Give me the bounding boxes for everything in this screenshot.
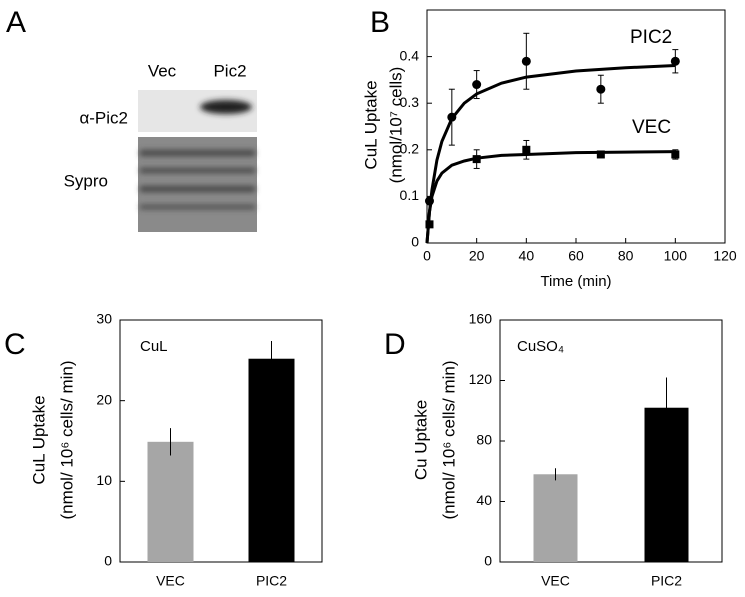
- panel-letter: C: [4, 328, 26, 361]
- x-tick-label: 80: [618, 248, 634, 264]
- y-tick-label: 20: [96, 391, 112, 407]
- point: [472, 80, 482, 90]
- point: [670, 56, 680, 66]
- y-tick-label: 10: [96, 472, 112, 488]
- y-axis-label: (nmol/ 10⁶ cells/ min): [439, 360, 458, 519]
- x-tick-label: 40: [519, 248, 535, 264]
- x-tick-label: 100: [664, 248, 688, 264]
- bar: [248, 358, 295, 562]
- x-tick-label: 120: [713, 248, 737, 264]
- y-axis-label: (nmol/10⁷ cells): [386, 67, 405, 184]
- bar: [533, 474, 578, 562]
- fit-curve: [425, 150, 676, 244]
- point: [671, 150, 680, 159]
- y-tick-label: 120: [469, 371, 493, 387]
- y-tick-label: 80: [476, 432, 492, 448]
- y-axis-label: (nmol/ 10⁶ cells/ min): [57, 360, 76, 519]
- x-tick-label: VEC: [156, 573, 185, 589]
- y-tick-label: 0.1: [400, 187, 420, 203]
- x-tick-label: VEC: [541, 573, 570, 589]
- plot-frame: [426, 9, 726, 244]
- y-tick-label: 0: [104, 553, 112, 569]
- y-axis-label: CuL Uptake: [29, 395, 48, 484]
- y-tick-label: 30: [96, 311, 112, 327]
- plot-frame: [119, 319, 323, 563]
- panel-letter: B: [370, 6, 390, 39]
- row-label: Sypro: [64, 171, 108, 190]
- lane-label: Pic2: [213, 61, 246, 80]
- point: [522, 145, 531, 154]
- point: [425, 220, 434, 229]
- bar: [147, 441, 194, 562]
- annotation: CuSO₄: [517, 338, 564, 355]
- point: [447, 112, 457, 122]
- x-tick-label: 20: [469, 248, 485, 264]
- blot-band: [200, 100, 252, 114]
- x-axis-label: Time (min): [540, 273, 611, 290]
- x-tick-label: 60: [568, 248, 584, 264]
- point: [472, 155, 481, 164]
- y-tick-label: 0.4: [400, 47, 420, 63]
- y-tick-label: 0: [484, 553, 492, 569]
- y-tick-label: 0.2: [400, 141, 420, 157]
- plot-frame: [499, 319, 723, 563]
- point: [596, 84, 606, 94]
- fit-curve: [425, 63, 676, 244]
- y-axis-label: CuL Uptake: [361, 80, 380, 169]
- y-tick-label: 0.3: [400, 94, 420, 110]
- y-axis-label: Cu Uptake: [411, 400, 430, 480]
- x-tick-label: PIC2: [651, 573, 682, 589]
- row-label: α-Pic2: [79, 108, 128, 127]
- series-label: VEC: [632, 117, 671, 138]
- y-tick-label: 40: [476, 492, 492, 508]
- point: [521, 56, 531, 66]
- lane-label: Vec: [148, 61, 177, 80]
- y-tick-label: 0: [411, 234, 419, 250]
- x-tick-label: PIC2: [256, 573, 287, 589]
- panel-letter: D: [384, 328, 406, 361]
- panel-letter: A: [6, 6, 26, 39]
- x-tick-label: 0: [423, 248, 431, 264]
- point: [596, 150, 605, 159]
- y-tick-label: 160: [469, 311, 493, 327]
- series-label: PIC2: [630, 27, 672, 48]
- blot-bands: [140, 150, 255, 209]
- annotation: CuL: [140, 338, 168, 355]
